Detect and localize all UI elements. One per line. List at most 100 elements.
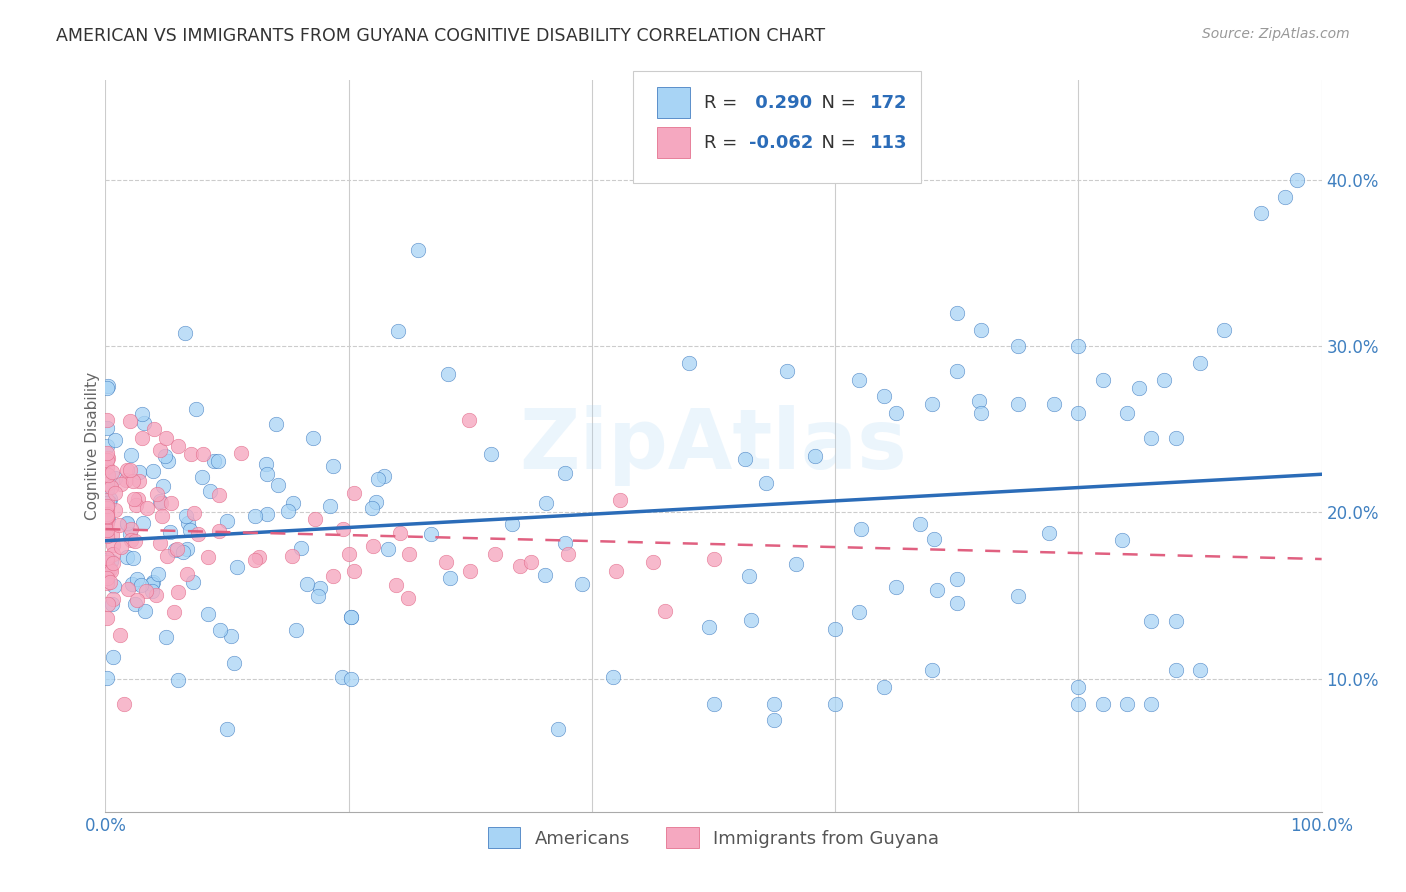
Point [127,491,149,506]
Point [534,567,557,582]
Point [104,502,127,516]
Point [243,509,266,524]
Point [117,582,139,596]
Point [96,499,118,513]
Point [946,596,969,610]
Point [96,507,118,521]
Point [290,541,312,555]
Point [101,538,124,552]
Point [157,453,180,467]
Point [143,422,166,436]
Point [322,459,344,474]
Point [96,460,118,475]
Point [176,541,198,556]
Point [96,611,118,625]
Point [605,564,627,578]
Point [115,516,138,531]
Point [361,501,384,516]
Point [925,583,948,598]
Point [118,414,141,428]
Point [1189,664,1212,678]
Point [96,420,118,434]
Point [256,467,278,482]
Point [191,470,214,484]
Point [207,454,229,468]
Point [97,512,120,526]
Point [120,463,142,477]
Point [127,593,149,607]
Point [332,670,354,684]
Point [231,446,253,460]
Point [149,442,172,457]
Point [96,509,118,524]
Point [1091,697,1114,711]
Point [149,493,172,508]
Point [186,401,208,416]
Point [221,629,243,643]
Point [508,558,530,573]
Point [340,673,363,687]
Point [121,551,143,566]
Point [136,500,159,515]
Point [398,547,420,561]
Point [343,486,366,500]
Point [125,572,148,586]
Point [225,560,247,574]
Point [96,413,118,427]
Point [641,555,664,569]
Point [183,575,205,590]
Point [174,509,197,524]
Point [96,438,118,452]
Point [224,656,246,670]
Point [215,722,238,736]
Point [96,513,118,527]
Point [264,417,287,432]
Text: N =: N = [810,94,862,112]
Point [1153,372,1175,386]
Point [1111,533,1133,548]
Point [908,516,931,531]
Point [457,412,479,426]
Point [124,534,146,549]
Point [377,541,399,556]
Point [96,571,118,585]
Point [96,569,118,583]
Point [149,536,172,550]
Point [1091,372,1114,386]
Point [159,524,181,539]
Point [100,564,122,578]
Point [419,527,441,541]
Point [96,523,118,537]
Point [322,569,344,583]
Point [702,697,725,711]
Point [307,590,329,604]
Point [101,466,124,480]
Point [678,356,700,370]
Point [295,577,318,591]
Point [173,326,195,340]
Point [281,496,304,510]
Point [763,714,786,728]
Point [120,527,142,541]
Y-axis label: Cognitive Disability: Cognitive Disability [84,372,100,520]
Point [108,518,131,533]
Point [96,553,118,567]
Text: Source: ZipAtlas.com: Source: ZipAtlas.com [1202,27,1350,41]
Point [96,379,118,393]
Point [96,551,118,566]
Point [98,574,121,589]
Point [1274,189,1296,203]
Point [208,488,231,502]
Point [97,451,120,466]
Point [96,528,118,542]
Point [254,457,277,471]
Point [1007,589,1029,603]
Point [146,566,169,581]
Point [434,555,457,569]
Point [557,547,579,561]
Point [245,553,267,567]
Point [96,482,118,496]
Point [132,516,155,530]
Point [135,584,157,599]
Point [775,364,797,378]
